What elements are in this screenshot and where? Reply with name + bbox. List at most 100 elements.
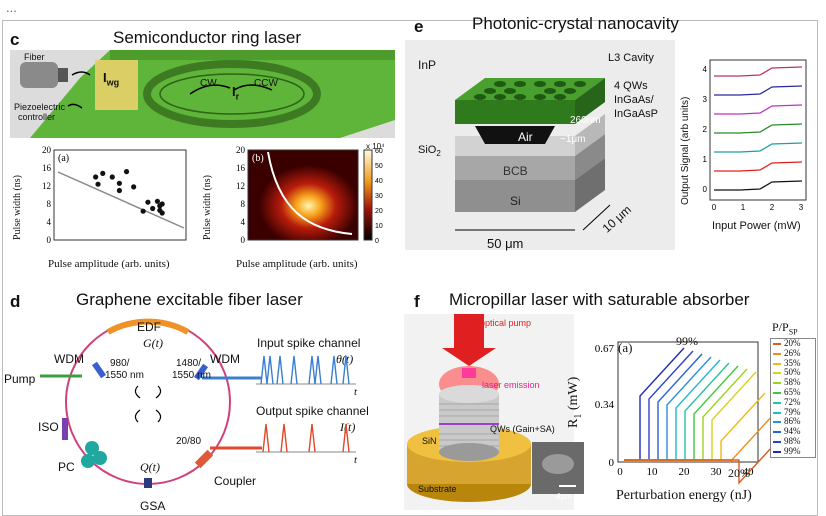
plot-a-point [109, 174, 115, 180]
plot-f-ytick: 0.67 [595, 343, 615, 355]
plot-a-point [95, 181, 101, 187]
plot-b-tag: (b) [252, 153, 264, 164]
legend-entry: 20% [771, 338, 815, 349]
panel-f-ylabel: R1 (mW) [566, 377, 584, 428]
input-spike-title: Input spike channel [257, 336, 361, 350]
sin-label: SiN [422, 436, 437, 446]
plot-e-ytick: 0 [703, 185, 708, 194]
output-spike [262, 423, 270, 453]
legend-label: 99% [784, 445, 801, 456]
legend-entry: 94% [771, 426, 815, 437]
input-spike [290, 355, 298, 385]
plot-f-xtick: 0 [617, 466, 623, 478]
iwg-main: I [103, 70, 107, 85]
plot-a-point [150, 205, 156, 212]
plot-b-ytick: 20 [236, 145, 246, 155]
plot-f-frame [617, 341, 759, 463]
panel-e-letter: e [414, 17, 424, 36]
panel-f-xlabel: Perturbation energy (nJ) [616, 488, 752, 503]
legend-entry: 35% [771, 357, 815, 369]
annotation-99: 99% [676, 334, 698, 348]
legend-swatch [773, 411, 781, 414]
legend-swatch [773, 352, 781, 355]
plot-f-ytick: 0 [609, 457, 615, 469]
q-symbol: Q(t) [140, 460, 160, 474]
output-spike [308, 423, 316, 453]
ir-label: Ir [232, 84, 239, 102]
legend-entry: 65% [771, 386, 815, 398]
legend-entry: 98% [771, 436, 815, 447]
plot-e-xtick: 1 [741, 203, 746, 212]
legend-entry: 50% [771, 367, 815, 378]
qws-label: QWs (Gain+SA) [490, 424, 555, 434]
legend-label: 35% [784, 357, 801, 368]
output-spike-train [256, 423, 356, 453]
plot-a-ytick: 16 [42, 163, 52, 173]
plot-a-point [100, 170, 106, 176]
pulse-width-heatmap: 0 4 8 12 16 20 (b) 0 10 20 30 40 50 60 [236, 145, 383, 245]
legend-label: 65% [784, 386, 801, 397]
substrate-label: Substrate [418, 484, 457, 494]
input-spike [314, 355, 322, 385]
colorbar [363, 149, 373, 241]
plot-f-xtick: 10 [647, 466, 659, 478]
input-spike [276, 355, 284, 385]
panel-c-letter: c [10, 30, 20, 49]
plot-a-ytick: 20 [42, 145, 52, 155]
legend-swatch [773, 382, 781, 385]
plot-b-heatmap [247, 149, 359, 241]
r1-unit: (mW) [566, 376, 581, 414]
plot-e-frame [709, 59, 807, 201]
iso-label: ISO [38, 420, 59, 434]
plot-e-ytick: 2 [703, 125, 708, 134]
plot-b-ytick: 0 [241, 235, 246, 245]
laser-emission-label: laser emission [482, 380, 540, 390]
pump-label: Pump [4, 372, 36, 386]
colorbar-tick: 50 [375, 163, 383, 170]
gain-symbol: G(t) [143, 336, 163, 350]
plot-f-ytick: 0.34 [595, 399, 615, 411]
legend-swatch [773, 431, 781, 434]
panel-e-ylabel: Output Signal (arb units) [680, 96, 691, 205]
plot-a-ytick: 12 [42, 181, 51, 191]
plot-a-ytick: 0 [47, 235, 52, 245]
plot-f-xtick: 20 [679, 466, 691, 478]
iwg-label: Iwg [103, 70, 119, 88]
legend-swatch [773, 342, 781, 345]
qw-label-3: InGaAsP [614, 108, 659, 120]
piezo-label-2: controller [18, 112, 56, 122]
legend-title-sub: SP [788, 327, 798, 337]
inp-label: InP [418, 58, 437, 72]
plot-f-xtick: 30 [711, 466, 723, 478]
plot-e-trace [714, 85, 803, 96]
input-spike [260, 355, 268, 385]
colorbar-tick: 0 [375, 238, 379, 245]
plot-a-point [131, 184, 137, 190]
qw-label-2: InGaAs/ [614, 94, 654, 106]
r1-main: R [566, 418, 581, 428]
ir-main: I [232, 84, 236, 99]
panel-f-title: Micropillar laser with saturable absorbe… [449, 290, 750, 309]
plot-e-trace [714, 123, 803, 134]
plot-b-fit-curve [267, 151, 353, 235]
colorbar-exponent: x 10⁴ [366, 142, 385, 151]
plot-e-xtick: 3 [799, 203, 804, 212]
plot-a-tag: (a) [58, 153, 69, 164]
wdm1480-label-2: 1550 nm [172, 370, 211, 381]
fiber-label: Fiber [24, 52, 45, 62]
output-spike-symbol: I(t) [340, 420, 356, 434]
micropillar-illustration [404, 314, 584, 510]
plot-a-ytick: 4 [47, 217, 52, 227]
qw-label-1: 4 QWs [614, 80, 648, 92]
panel-c-title: Semiconductor ring laser [113, 28, 302, 47]
sem-scale-label: 4μm [556, 492, 572, 501]
plot-a-ylabel: Pulse width (ns) [12, 175, 23, 240]
plot-e-xtick: 0 [712, 203, 717, 212]
input-spike [308, 355, 316, 385]
legend-swatch [773, 372, 781, 375]
legend-entry: 99% [771, 445, 815, 457]
input-spike [330, 355, 338, 385]
plot-b-ytick: 16 [236, 163, 246, 173]
legend-swatch [773, 401, 781, 404]
